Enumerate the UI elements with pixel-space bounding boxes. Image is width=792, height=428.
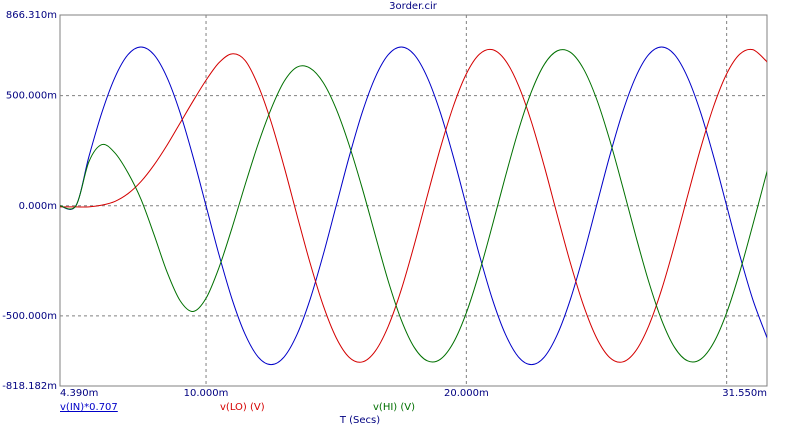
y-tick-label: 500.000m (6, 91, 57, 102)
x-tick-label: 10.000m (184, 388, 229, 399)
chart-title: 3order.cir (389, 1, 438, 12)
plot-frame (59, 14, 768, 387)
y-tick-label: 866.310m (6, 10, 57, 21)
series-line (60, 46, 767, 366)
legend-entry[interactable]: v(IN)*0.707 (60, 402, 118, 413)
legend-entry[interactable]: v(LO) (V) (220, 402, 265, 413)
x-axis-label: T (Secs) (339, 415, 380, 426)
x-tick-label: 20.000m (444, 388, 489, 399)
legend-entry[interactable]: v(HI) (V) (373, 402, 415, 413)
x-tick-label: 31.550m (722, 388, 767, 399)
y-tick-label: -500.000m (2, 311, 57, 322)
y-tick-label: -818.182m (2, 381, 57, 392)
series-line (60, 48, 767, 363)
y-tick-label: 0.000m (19, 201, 57, 212)
series-line (60, 49, 767, 363)
x-tick-label: 4.390m (60, 388, 98, 399)
